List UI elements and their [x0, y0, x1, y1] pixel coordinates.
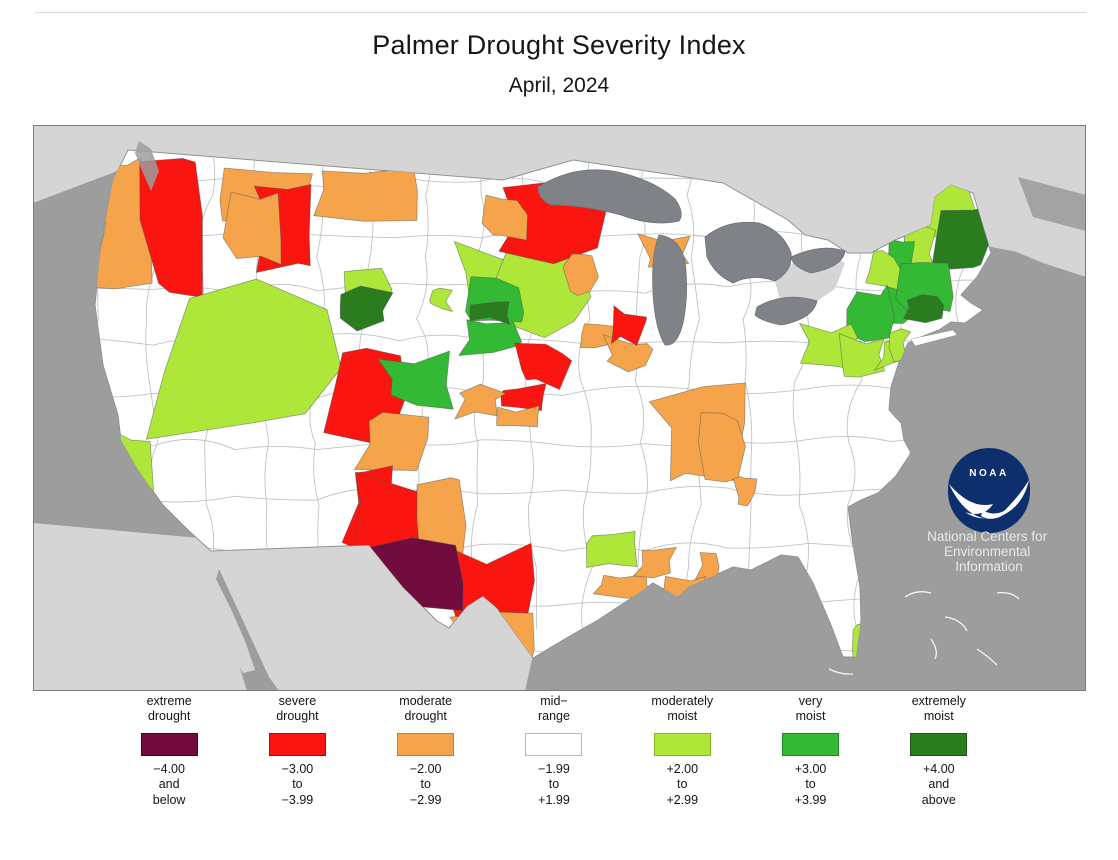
page-title: Palmer Drought Severity Index [372, 30, 746, 60]
division-patch-severe-drought [500, 382, 547, 412]
division-patch-extremely-moist [339, 285, 394, 332]
legend-range: −4.00 and below [152, 762, 186, 807]
long-island [910, 329, 958, 347]
legend-item-severe-drought: severe drought −3.00 to −3.99 [233, 694, 361, 808]
legend-label: extremely moist [911, 694, 966, 723]
legend-label: moderate drought [399, 694, 453, 723]
division-patch-moderate-drought [562, 253, 599, 296]
legend-swatch-moderate-drought [397, 733, 455, 756]
division-patch-moderate-drought [222, 191, 282, 266]
gulf-of-california [213, 569, 279, 691]
bahamas-islands [828, 591, 1020, 675]
legend-item-extreme-drought: extreme drought −4.00 and below [105, 694, 233, 808]
lake-superior [537, 169, 682, 224]
great-lakes [537, 169, 846, 346]
legend-item-extremely-moist: extremely moist +4.00 and above [875, 694, 1003, 808]
division-patch-moderately-moist [429, 287, 454, 313]
legend-swatch-severe-drought [268, 733, 326, 756]
legend-range: +4.00 and above [921, 762, 956, 807]
legend-label: moderately moist [651, 694, 714, 723]
division-patch-moderately-moist [838, 333, 886, 378]
division-patch-moderate-drought [313, 167, 418, 222]
noaa-abbr: NOAA [969, 468, 1008, 479]
lake-michigan [652, 234, 687, 346]
gulf-st-lawrence [1018, 177, 1086, 231]
legend-range: +2.00 to +2.99 [666, 762, 699, 807]
division-patch-very-moist [846, 284, 895, 342]
nova-scotia [965, 216, 1081, 257]
division-patch-moderate-drought [632, 546, 678, 579]
division-patch-moderate-drought [496, 405, 540, 428]
division-patch-moderate-drought [731, 473, 758, 507]
legend-swatch-moderately-moist [653, 733, 711, 756]
map-frame [33, 125, 1086, 691]
legend-range: −1.99 to +1.99 [538, 762, 570, 807]
division-patch-moderate-drought [481, 194, 529, 241]
legend-item-moderately-moist: moderately moist +2.00 to +2.99 [618, 694, 746, 808]
lake-erie [754, 296, 818, 326]
legend-label: extreme drought [146, 694, 192, 723]
division-patch-very-moist [377, 350, 454, 410]
legend-swatch-extremely-moist [910, 733, 968, 756]
legend-swatch-mid-range [525, 733, 583, 756]
division-patch-extremely-moist [902, 294, 945, 324]
legend-swatch-extreme-drought [140, 733, 198, 756]
puget-sound [135, 141, 159, 191]
legend-item-moderate-drought: moderate drought −2.00 to −2.99 [362, 694, 490, 808]
legend-label: very moist [795, 694, 826, 723]
division-patch-severe-drought [610, 305, 647, 346]
legend-label: severe drought [276, 694, 319, 723]
noaa-logo: NOAA [948, 448, 1030, 533]
division-patch-moderate-drought [353, 411, 430, 472]
legend-range: −3.00 to −3.99 [281, 762, 314, 807]
legend-swatch-very-moist [782, 733, 840, 756]
legend-range: +3.00 to +3.99 [794, 762, 827, 807]
division-patch-moderate-drought [602, 334, 654, 373]
division-patch-moderately-moist [145, 278, 342, 440]
map-canvas: NOAA National Centers for Environmental … [33, 125, 1086, 691]
legend-item-mid-range: mid− range −1.99 to +1.99 [490, 694, 618, 808]
us-drought-map: NOAA National Centers for Environmental … [33, 125, 1086, 691]
division-patch-moderate-drought [697, 412, 746, 483]
legend-item-very-moist: very moist +3.00 to +3.99 [746, 694, 874, 808]
mexico-landmass [33, 523, 533, 691]
top-rule [35, 12, 1086, 13]
noaa-org-name: National Centers for Environmental Infor… [927, 529, 1051, 574]
lake-ontario [790, 247, 846, 274]
division-patch-very-moist [457, 319, 523, 356]
legend-range: −2.00 to −2.99 [409, 762, 442, 807]
baja-peninsula [193, 555, 255, 673]
division-patch-extremely-moist [469, 301, 511, 325]
division-patch-moderately-moist [585, 530, 638, 568]
legend: extreme drought −4.00 and below severe drought… [105, 694, 1003, 808]
legend-label: mid− range [537, 694, 570, 723]
lake-huron [704, 221, 792, 284]
page-subtitle: April, 2024 [508, 74, 610, 97]
division-patch-severe-drought [514, 342, 573, 391]
